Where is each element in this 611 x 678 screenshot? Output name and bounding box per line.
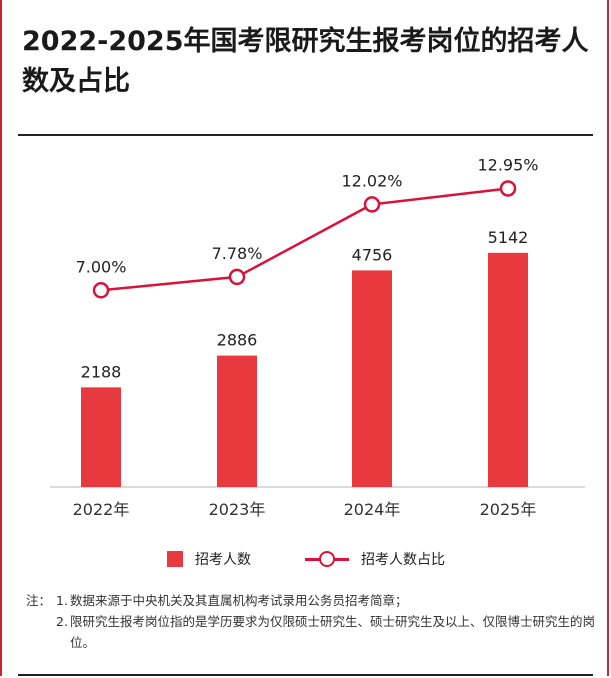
legend-line-swatch bbox=[305, 551, 349, 567]
x-tick-label-1: 2023年 bbox=[209, 500, 266, 519]
bar-2 bbox=[352, 270, 392, 487]
legend-line-label: 招考人数占比 bbox=[361, 552, 445, 568]
footnote-number: 2. bbox=[56, 614, 68, 629]
bar-3 bbox=[488, 252, 528, 487]
footnote-text: 限研究生报考岗位指的是学历要求为仅限硕士研究生、硕士研究生及以上、仅限博士研究生… bbox=[70, 614, 596, 650]
footnotes: 注： 1. 数据来源于中央机关及其直属机构考试录用公务员招考简章； 2. 限研究… bbox=[26, 590, 596, 653]
line-point-1 bbox=[228, 268, 246, 286]
legend-item-bar: 招考人数 bbox=[167, 548, 251, 570]
legend-item-line: 招考人数占比 bbox=[305, 548, 445, 570]
bar-value-label-2: 4756 bbox=[352, 245, 393, 264]
bar-series: 2188 2886 4756 5142 bbox=[81, 228, 529, 487]
title-divider bbox=[18, 134, 593, 136]
bar-value-label-1: 2886 bbox=[217, 331, 258, 350]
line-point-2 bbox=[363, 196, 381, 213]
footnote-1: 注： 1. 数据来源于中央机关及其直属机构考试录用公务员招考简章； bbox=[26, 590, 596, 611]
line-path bbox=[100, 187, 509, 292]
line-value-label-2: 12.02% bbox=[341, 171, 402, 190]
legend-bar-label: 招考人数 bbox=[195, 552, 251, 568]
footnote-2: 2. 限研究生报考岗位指的是学历要求为仅限硕士研究生、硕士研究生及以上、仅限博士… bbox=[26, 611, 596, 653]
x-tick-label-0: 2022年 bbox=[73, 500, 130, 519]
footnote-text: 数据来源于中央机关及其直属机构考试录用公务员招考简章； bbox=[70, 593, 408, 608]
line-point-0 bbox=[92, 282, 110, 299]
footnote-prefix: 注： bbox=[26, 593, 52, 608]
bottom-divider bbox=[18, 674, 593, 676]
footnote-number: 1. bbox=[56, 593, 68, 608]
legend-bar-swatch bbox=[167, 551, 183, 567]
bar-1 bbox=[217, 355, 257, 487]
line-point-3 bbox=[499, 180, 517, 197]
bar-0 bbox=[81, 387, 121, 487]
chart-title: 2022-2025年国考限研究生报考岗位的招考人数及占比 bbox=[22, 26, 589, 97]
line-value-label-1: 7.78% bbox=[212, 244, 263, 263]
legend: 招考人数 招考人数占比 bbox=[0, 548, 611, 570]
x-tick-label-2: 2024年 bbox=[344, 500, 401, 519]
line-value-label-3: 12.95% bbox=[477, 155, 538, 174]
line-value-label-0: 7.00% bbox=[76, 257, 127, 276]
x-tick-label-3: 2025年 bbox=[480, 500, 537, 519]
bar-value-label-3: 5142 bbox=[488, 228, 529, 247]
bar-value-label-0: 2188 bbox=[81, 362, 122, 381]
x-tick-labels: 2022年 2023年 2024年 2025年 bbox=[73, 500, 537, 519]
line-series: 7.00% 7.78% 12.02% 12.95% bbox=[76, 155, 539, 299]
